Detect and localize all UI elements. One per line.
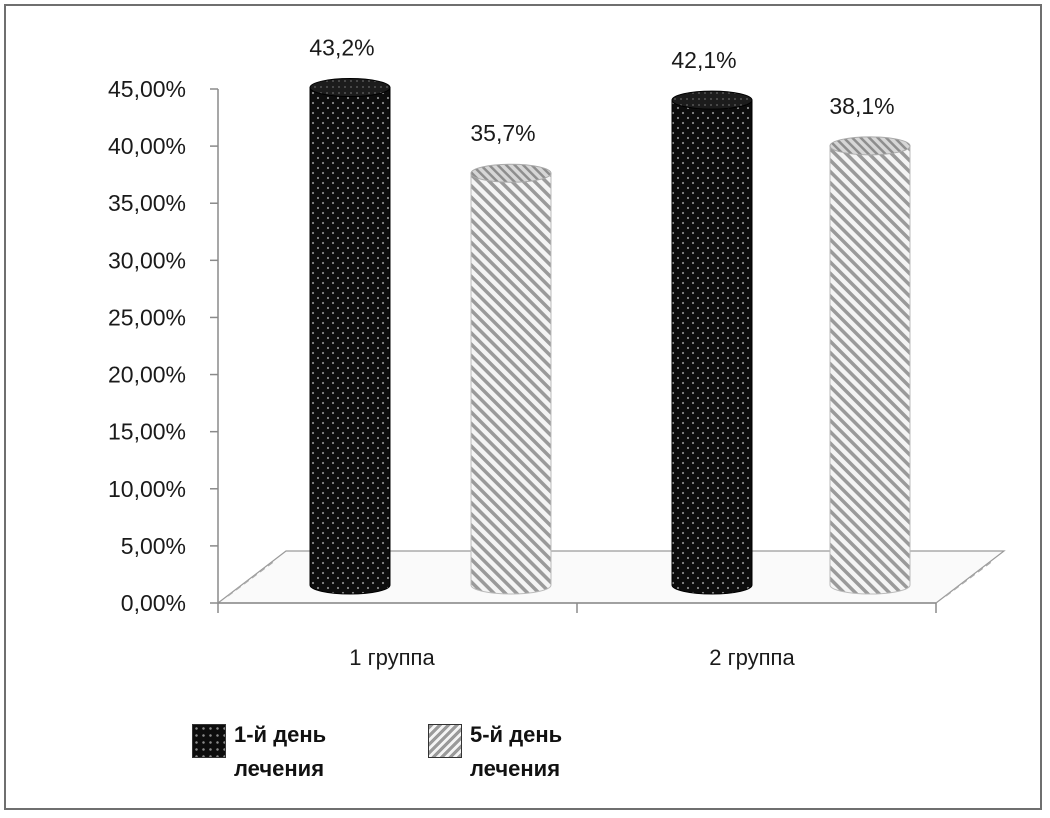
y-tick-label: 35,00% bbox=[108, 190, 186, 216]
bar-2-1 bbox=[470, 163, 552, 595]
bar-top bbox=[671, 90, 753, 110]
legend-item-series-1: 1-й день лечения bbox=[192, 718, 326, 788]
bar-top bbox=[829, 136, 911, 156]
y-tick-label: 15,00% bbox=[108, 419, 186, 445]
data-label: 35,7% bbox=[470, 120, 535, 146]
legend-swatch-stripes bbox=[428, 724, 462, 758]
y-tick-label: 0,00% bbox=[121, 590, 186, 616]
y-tick-label: 5,00% bbox=[121, 533, 186, 559]
bars-layer bbox=[309, 78, 911, 595]
y-tick-label: 25,00% bbox=[108, 304, 186, 330]
y-tick-label: 40,00% bbox=[108, 133, 186, 159]
bar-top bbox=[309, 78, 391, 98]
axis-layer bbox=[210, 88, 1006, 613]
y-tick-label: 45,00% bbox=[108, 76, 186, 102]
x-axis-category-labels: 1 группа 2 группа bbox=[349, 645, 795, 670]
legend-item-series-2: 5-й день лечения bbox=[428, 718, 562, 788]
bar-body bbox=[470, 172, 552, 595]
x-category-label: 1 группа bbox=[349, 645, 435, 670]
data-label: 42,1% bbox=[671, 47, 736, 73]
bar-body bbox=[671, 99, 753, 595]
bar-1-1 bbox=[309, 78, 391, 595]
legend-label-series-2: 5-й день лечения bbox=[470, 722, 563, 781]
floor-edge-left bbox=[227, 559, 277, 597]
x-category-label: 2 группа bbox=[709, 645, 795, 670]
legend-swatch-dots bbox=[192, 724, 226, 758]
legend-label-series-1: 1-й день лечения bbox=[234, 722, 327, 781]
y-axis-tick-labels: 0,00% 5,00% 10,00% 15,00% 20,00% 25,00% 30,00%… bbox=[108, 76, 186, 616]
bar-top bbox=[470, 163, 552, 183]
bar-body bbox=[309, 87, 391, 595]
data-label: 43,2% bbox=[309, 35, 374, 61]
data-labels-layer: 43,2% 35,7% 42,1% 38,1% bbox=[309, 35, 894, 147]
data-label: 38,1% bbox=[829, 93, 894, 119]
bar-2-2 bbox=[829, 136, 911, 595]
bar-body bbox=[829, 145, 911, 595]
y-tick-label: 30,00% bbox=[108, 247, 186, 273]
floor-edge-right bbox=[945, 559, 995, 597]
y-tick-label: 20,00% bbox=[108, 362, 186, 388]
y-tick-label: 10,00% bbox=[108, 476, 186, 502]
bar-1-2 bbox=[671, 90, 753, 595]
